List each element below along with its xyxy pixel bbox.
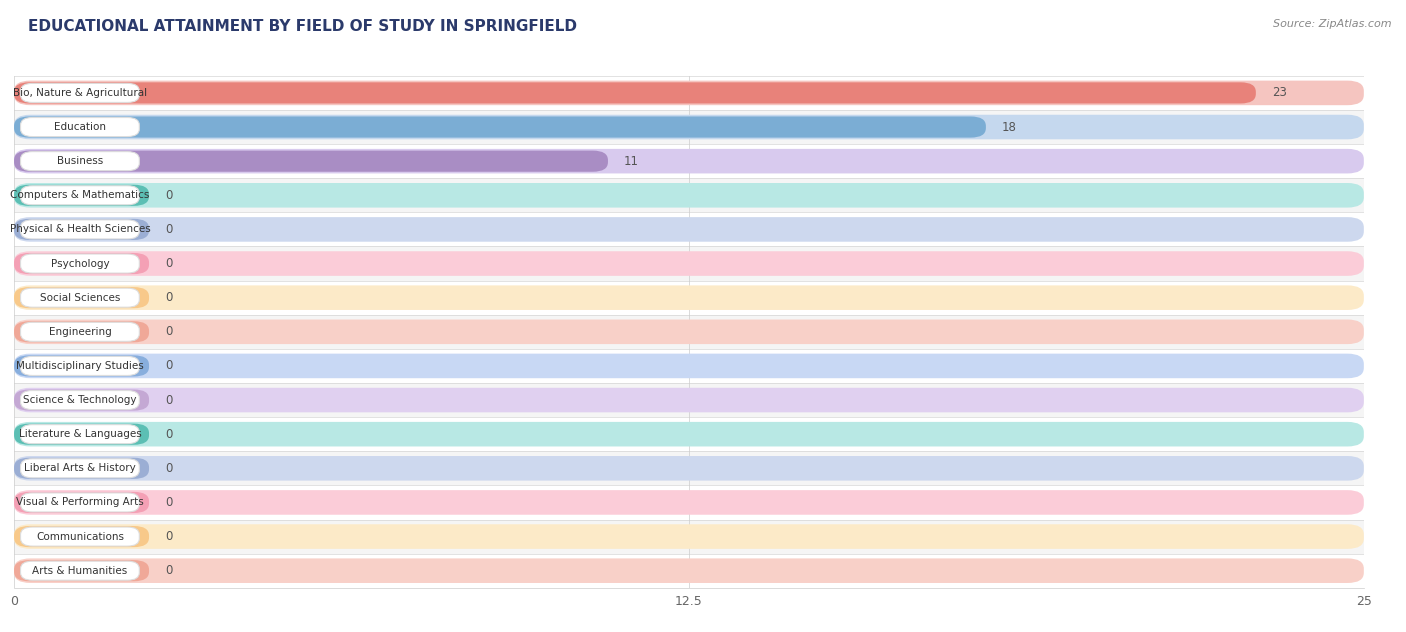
FancyBboxPatch shape (14, 490, 1364, 514)
FancyBboxPatch shape (14, 383, 1364, 417)
FancyBboxPatch shape (14, 110, 1364, 144)
Text: 0: 0 (166, 291, 173, 304)
FancyBboxPatch shape (14, 389, 149, 411)
FancyBboxPatch shape (14, 520, 1364, 554)
FancyBboxPatch shape (14, 559, 1364, 583)
FancyBboxPatch shape (14, 349, 1364, 383)
FancyBboxPatch shape (14, 458, 149, 479)
Text: Social Sciences: Social Sciences (39, 293, 120, 303)
Text: 0: 0 (166, 428, 173, 441)
Text: 0: 0 (166, 496, 173, 509)
FancyBboxPatch shape (14, 82, 1256, 104)
FancyBboxPatch shape (21, 356, 139, 375)
FancyBboxPatch shape (14, 451, 1364, 485)
FancyBboxPatch shape (14, 560, 149, 581)
FancyBboxPatch shape (21, 322, 139, 341)
FancyBboxPatch shape (14, 456, 1364, 480)
Text: EDUCATIONAL ATTAINMENT BY FIELD OF STUDY IN SPRINGFIELD: EDUCATIONAL ATTAINMENT BY FIELD OF STUDY… (28, 19, 576, 34)
FancyBboxPatch shape (21, 83, 139, 102)
FancyBboxPatch shape (14, 116, 986, 138)
Text: 0: 0 (166, 360, 173, 372)
FancyBboxPatch shape (14, 185, 149, 206)
Text: Business: Business (56, 156, 103, 166)
FancyBboxPatch shape (14, 115, 1364, 139)
FancyBboxPatch shape (14, 281, 1364, 315)
Text: 0: 0 (166, 564, 173, 577)
FancyBboxPatch shape (14, 76, 1364, 110)
FancyBboxPatch shape (21, 288, 139, 307)
FancyBboxPatch shape (14, 525, 1364, 549)
FancyBboxPatch shape (21, 152, 139, 171)
Text: 23: 23 (1272, 87, 1286, 99)
Text: 0: 0 (166, 189, 173, 202)
FancyBboxPatch shape (14, 144, 1364, 178)
FancyBboxPatch shape (14, 219, 149, 240)
FancyBboxPatch shape (14, 217, 1364, 241)
Text: Education: Education (53, 122, 105, 132)
FancyBboxPatch shape (21, 425, 139, 444)
Text: Arts & Humanities: Arts & Humanities (32, 566, 128, 576)
Text: Science & Technology: Science & Technology (22, 395, 136, 405)
FancyBboxPatch shape (14, 81, 1364, 105)
Text: 11: 11 (624, 155, 640, 167)
FancyBboxPatch shape (14, 315, 1364, 349)
FancyBboxPatch shape (14, 355, 149, 377)
Text: Literature & Languages: Literature & Languages (18, 429, 142, 439)
Text: Multidisciplinary Studies: Multidisciplinary Studies (15, 361, 143, 371)
FancyBboxPatch shape (14, 485, 1364, 520)
FancyBboxPatch shape (21, 186, 139, 205)
FancyBboxPatch shape (14, 253, 149, 274)
FancyBboxPatch shape (21, 561, 139, 580)
FancyBboxPatch shape (14, 183, 1364, 207)
FancyBboxPatch shape (14, 526, 149, 547)
FancyBboxPatch shape (21, 493, 139, 512)
Text: Physical & Health Sciences: Physical & Health Sciences (10, 224, 150, 234)
FancyBboxPatch shape (14, 150, 607, 172)
Text: Source: ZipAtlas.com: Source: ZipAtlas.com (1274, 19, 1392, 29)
Text: Psychology: Psychology (51, 258, 110, 269)
FancyBboxPatch shape (21, 220, 139, 239)
Text: 0: 0 (166, 530, 173, 543)
FancyBboxPatch shape (14, 388, 1364, 412)
Text: Visual & Performing Arts: Visual & Performing Arts (15, 497, 143, 507)
Text: 0: 0 (166, 394, 173, 406)
Text: 0: 0 (166, 325, 173, 338)
FancyBboxPatch shape (14, 423, 149, 445)
Text: 0: 0 (166, 462, 173, 475)
FancyBboxPatch shape (14, 417, 1364, 451)
FancyBboxPatch shape (14, 321, 149, 343)
FancyBboxPatch shape (14, 554, 1364, 588)
FancyBboxPatch shape (14, 320, 1364, 344)
FancyBboxPatch shape (14, 492, 149, 513)
FancyBboxPatch shape (14, 178, 1364, 212)
FancyBboxPatch shape (21, 459, 139, 478)
FancyBboxPatch shape (14, 252, 1364, 276)
Text: Computers & Mathematics: Computers & Mathematics (10, 190, 149, 200)
FancyBboxPatch shape (14, 354, 1364, 378)
FancyBboxPatch shape (21, 254, 139, 273)
Text: 0: 0 (166, 257, 173, 270)
FancyBboxPatch shape (21, 391, 139, 410)
FancyBboxPatch shape (14, 287, 149, 308)
FancyBboxPatch shape (14, 286, 1364, 310)
FancyBboxPatch shape (21, 118, 139, 137)
Text: Engineering: Engineering (49, 327, 111, 337)
Text: Bio, Nature & Agricultural: Bio, Nature & Agricultural (13, 88, 148, 98)
Text: Communications: Communications (37, 532, 124, 542)
FancyBboxPatch shape (14, 212, 1364, 246)
Text: 0: 0 (166, 223, 173, 236)
FancyBboxPatch shape (14, 246, 1364, 281)
FancyBboxPatch shape (14, 422, 1364, 446)
FancyBboxPatch shape (21, 527, 139, 546)
Text: Liberal Arts & History: Liberal Arts & History (24, 463, 136, 473)
FancyBboxPatch shape (14, 149, 1364, 173)
Text: 18: 18 (1002, 121, 1017, 133)
